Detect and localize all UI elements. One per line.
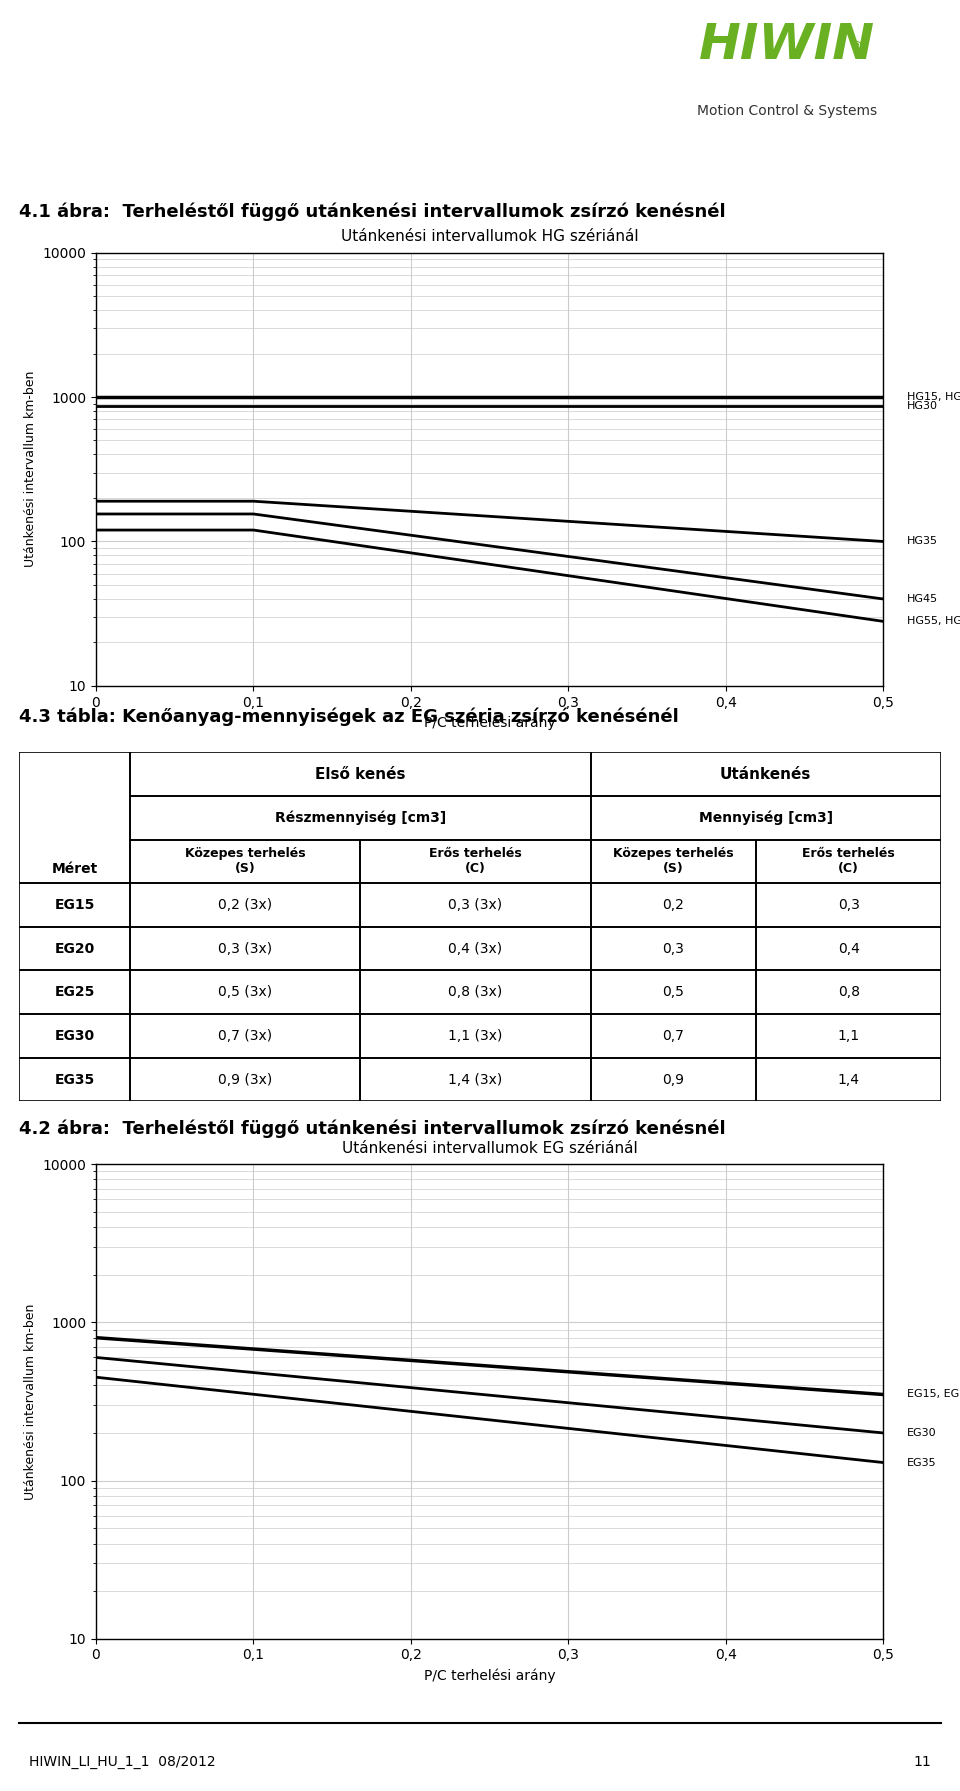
Text: 0,7 (3x): 0,7 (3x) [218, 1030, 272, 1042]
Bar [360, 928, 590, 971]
Bar [590, 795, 941, 840]
Bar [360, 971, 590, 1014]
X-axis label: P/C terhelési arány: P/C terhelési arány [423, 1667, 556, 1682]
Text: 0,9 (3x): 0,9 (3x) [218, 1073, 272, 1087]
Text: Motion Control & Systems: Motion Control & Systems [697, 104, 877, 118]
Bar [130, 971, 360, 1014]
Bar [590, 928, 756, 971]
Bar [590, 883, 756, 928]
Text: 0,3 (3x): 0,3 (3x) [448, 897, 502, 912]
Bar [590, 1014, 756, 1058]
Bar [590, 1058, 756, 1101]
X-axis label: P/C terhelési arány: P/C terhelési arány [423, 715, 556, 729]
Text: 1,1: 1,1 [837, 1030, 860, 1042]
Bar [756, 1014, 941, 1058]
Text: EG30: EG30 [55, 1030, 94, 1042]
Bar [130, 1014, 360, 1058]
Text: HG45: HG45 [907, 595, 938, 604]
Text: HG30: HG30 [907, 401, 938, 410]
Text: EG30: EG30 [907, 1427, 936, 1438]
Bar [130, 883, 360, 928]
Bar [756, 928, 941, 971]
Text: 0,8 (3x): 0,8 (3x) [448, 985, 502, 999]
Text: 0,5: 0,5 [662, 985, 684, 999]
Bar [590, 752, 941, 795]
Bar [19, 971, 130, 1014]
Text: 0,3: 0,3 [662, 942, 684, 956]
Text: HIWIN: HIWIN [699, 21, 876, 68]
Text: EG25: EG25 [55, 985, 95, 999]
Text: ®: ® [850, 41, 863, 56]
Y-axis label: Utánkenési intervallum km-ben: Utánkenési intervallum km-ben [24, 371, 36, 568]
Bar [130, 795, 590, 840]
Bar [130, 1058, 360, 1101]
Text: Méret: Méret [52, 861, 98, 876]
Text: 0,3 (3x): 0,3 (3x) [218, 942, 272, 956]
Text: 1,4: 1,4 [838, 1073, 859, 1087]
Text: 4.1 ábra:  Terheléstől függő utánkenési intervallumok zsírzó kenésnél: 4.1 ábra: Terheléstől függő utánkenési i… [19, 202, 726, 220]
Text: EG20: EG20 [55, 942, 95, 956]
Bar [130, 928, 360, 971]
Bar [19, 1058, 130, 1101]
Text: EG35: EG35 [907, 1458, 936, 1467]
Bar [360, 840, 590, 883]
Text: 4.2 ábra:  Terheléstől függő utánkenési intervallumok zsírzó kenésnél: 4.2 ábra: Terheléstől függő utánkenési i… [19, 1119, 726, 1137]
Bar [130, 840, 360, 883]
Bar [756, 840, 941, 883]
Text: HG55, HG65: HG55, HG65 [907, 616, 960, 627]
Bar [19, 1014, 130, 1058]
Text: 0,2: 0,2 [662, 897, 684, 912]
Bar [19, 928, 130, 971]
Text: 0,9: 0,9 [662, 1073, 684, 1087]
Text: HIWIN_LI_HU_1_1  08/2012: HIWIN_LI_HU_1_1 08/2012 [29, 1755, 215, 1770]
Bar [19, 752, 130, 883]
Text: Utánkenés: Utánkenés [720, 767, 811, 781]
Bar [756, 971, 941, 1014]
Text: 0,4: 0,4 [838, 942, 859, 956]
Text: Mennyiség [cm3]: Mennyiség [cm3] [699, 811, 832, 826]
Text: Erős terhelés
(C): Erős terhelés (C) [429, 847, 522, 876]
Text: Erős terhelés
(C): Erős terhelés (C) [803, 847, 895, 876]
Text: 0,3: 0,3 [838, 897, 859, 912]
Text: 4.3 tábla: Kenőanyag-mennyiségek az EG széria zsírzó kenésénél: 4.3 tábla: Kenőanyag-mennyiségek az EG s… [19, 707, 679, 725]
Text: HG35: HG35 [907, 537, 938, 546]
Bar [19, 883, 130, 928]
Y-axis label: Utánkenési intervallum km-ben: Utánkenési intervallum km-ben [24, 1304, 36, 1499]
Bar [756, 883, 941, 928]
Text: EG35: EG35 [55, 1073, 95, 1087]
Text: EG15: EG15 [55, 897, 95, 912]
Text: 0,4 (3x): 0,4 (3x) [448, 942, 502, 956]
Text: 1,1 (3x): 1,1 (3x) [448, 1030, 503, 1042]
Text: Első kenés: Első kenés [315, 767, 405, 781]
Bar [360, 1014, 590, 1058]
Text: 1,4 (3x): 1,4 (3x) [448, 1073, 502, 1087]
Title: Utánkenési intervallumok HG szériánál: Utánkenési intervallumok HG szériánál [341, 229, 638, 244]
Bar [360, 883, 590, 928]
Bar [130, 752, 590, 795]
Text: EG15, EG20, EG25: EG15, EG20, EG25 [907, 1390, 960, 1399]
Text: 0,7: 0,7 [662, 1030, 684, 1042]
Text: 11: 11 [914, 1755, 931, 1770]
Bar [590, 840, 756, 883]
Text: HG15, HG20, HG25: HG15, HG20, HG25 [907, 392, 960, 401]
Bar [756, 1058, 941, 1101]
Text: 0,8: 0,8 [838, 985, 859, 999]
Text: Részmennyiség [cm3]: Részmennyiség [cm3] [275, 811, 445, 826]
Title: Utánkenési intervallumok EG szériánál: Utánkenési intervallumok EG szériánál [342, 1141, 637, 1155]
Text: 0,2 (3x): 0,2 (3x) [218, 897, 272, 912]
Bar [590, 971, 756, 1014]
Bar [360, 1058, 590, 1101]
Text: Közepes terhelés
(S): Közepes terhelés (S) [184, 847, 305, 876]
Text: 0,5 (3x): 0,5 (3x) [218, 985, 272, 999]
Text: Közepes terhelés
(S): Közepes terhelés (S) [613, 847, 733, 876]
